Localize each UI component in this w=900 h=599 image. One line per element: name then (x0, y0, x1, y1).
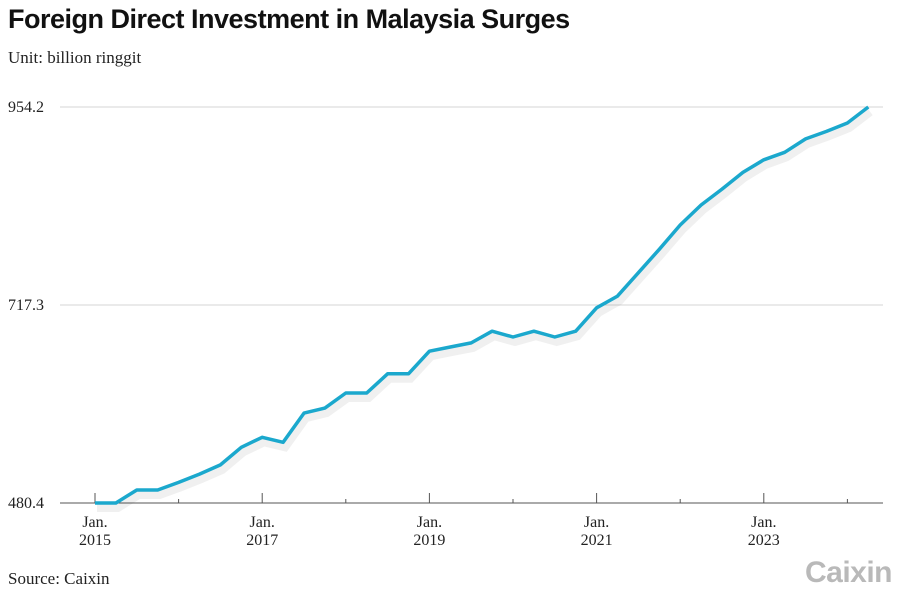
chart-title: Foreign Direct Investment in Malaysia Su… (8, 4, 570, 34)
x-tick-label: Jan. (584, 514, 609, 531)
x-tick-label: Jan. (250, 514, 275, 531)
series-line (95, 105, 870, 505)
x-tick-label: 2015 (79, 532, 111, 549)
y-tick-label: 480.4 (8, 495, 44, 512)
x-tick-label: 2023 (748, 532, 780, 549)
series-shadow (97, 108, 873, 512)
x-tick-label: Jan. (82, 514, 107, 531)
x-tick-label: 2019 (413, 532, 445, 549)
y-tick-label: 954.2 (8, 99, 44, 116)
unit-label: Unit: billion ringgit (8, 48, 142, 67)
source-label: Source: Caixin (8, 569, 110, 588)
x-tick-label: Jan. (751, 514, 776, 531)
x-tick-label: Jan. (417, 514, 442, 531)
x-tick-label: 2017 (246, 532, 278, 549)
y-tick-label: 717.3 (8, 297, 44, 314)
x-tick-label: 2021 (581, 532, 613, 549)
caixin-logo: Caixin (804, 556, 893, 589)
